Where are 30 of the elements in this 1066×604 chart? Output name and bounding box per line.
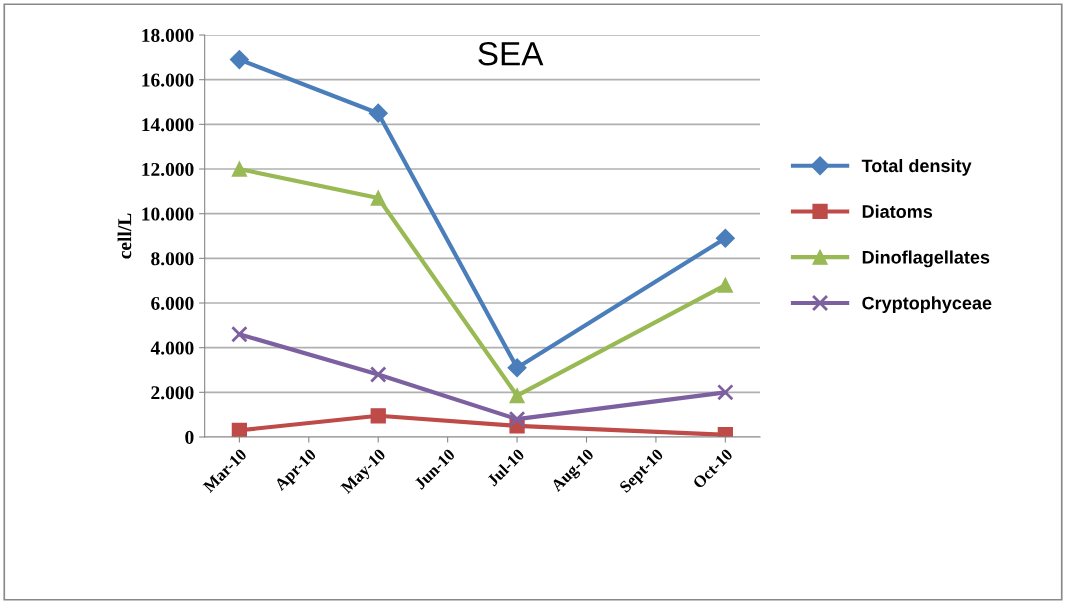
y-tick-label: 4.000 xyxy=(150,341,194,355)
y-tick-label: 10.000 xyxy=(142,207,194,221)
y-tick-label: 2.000 xyxy=(151,386,194,400)
point xyxy=(370,408,386,424)
point xyxy=(508,410,526,428)
y-tick-label: 8.000 xyxy=(151,252,194,266)
point xyxy=(231,422,248,437)
y-tick-label: 0 xyxy=(185,430,194,444)
chart-title: SEA xyxy=(478,41,544,66)
point xyxy=(715,228,735,248)
point xyxy=(509,388,525,404)
point xyxy=(717,277,733,293)
legend-label: Dinoflagellates xyxy=(862,250,990,268)
legend-label: Cryptophyceae xyxy=(862,296,992,314)
point xyxy=(368,103,388,123)
y-tick-label: 18.000 xyxy=(142,28,194,43)
y-tick-label: 6.000 xyxy=(151,296,194,311)
y-tick-label: 16.000 xyxy=(142,73,194,87)
y-tick-label: 14.000 xyxy=(142,118,194,132)
point xyxy=(717,384,734,401)
point xyxy=(229,50,249,70)
legend-label: Diatoms xyxy=(862,204,933,218)
legend-label: Total density xyxy=(861,158,972,176)
point xyxy=(370,190,386,206)
y-tick-label: 12.000 xyxy=(142,162,194,177)
point xyxy=(369,366,387,383)
y-axis-title: cell/L xyxy=(117,213,132,259)
point xyxy=(507,358,527,378)
point xyxy=(231,161,248,177)
point xyxy=(231,325,248,343)
